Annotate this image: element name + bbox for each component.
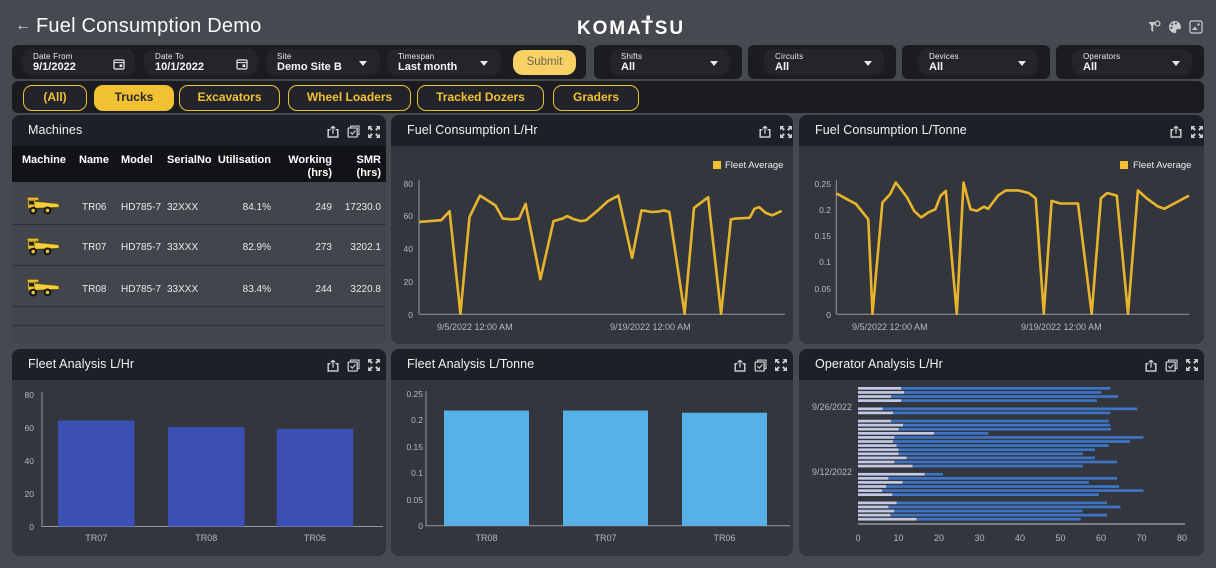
svg-text:KOMATSU: KOMATSU [577,18,685,37]
